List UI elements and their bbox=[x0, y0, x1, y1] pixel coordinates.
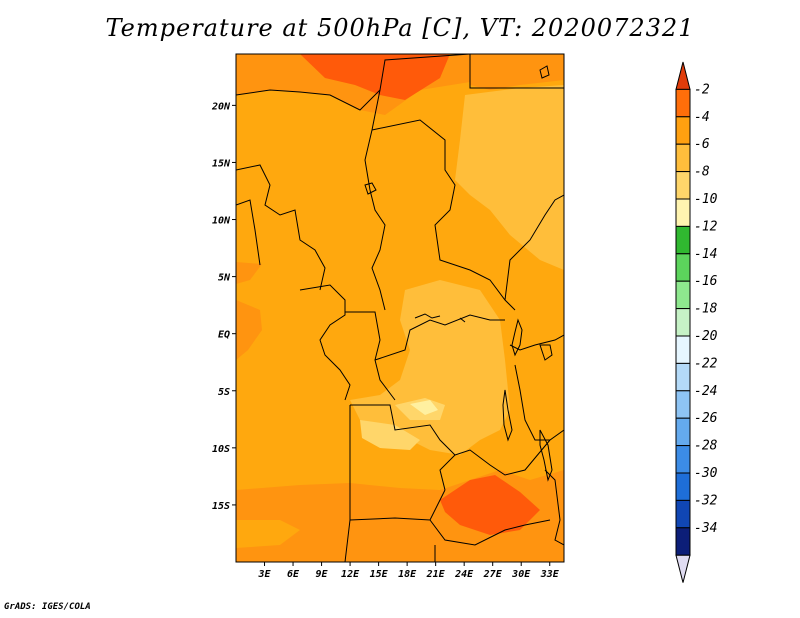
credit-text: GrADS: IGES/COLA bbox=[4, 602, 91, 612]
colorbar-label: -4 bbox=[694, 110, 710, 125]
colorbar-bottom-arrow bbox=[675, 554, 691, 583]
colorbar-swatch bbox=[675, 527, 691, 556]
colorbar-label: -34 bbox=[694, 521, 717, 536]
colorbar-label: -6 bbox=[694, 137, 710, 152]
lon-tick-label: 6E bbox=[287, 569, 300, 580]
colorbar-label: -26 bbox=[694, 411, 718, 426]
lon-tick-label: 15E bbox=[370, 569, 389, 580]
colorbar-label: -32 bbox=[694, 493, 718, 508]
colorbar-swatch bbox=[675, 225, 691, 255]
colorbar-swatch bbox=[675, 198, 691, 227]
longitude-ticks: 3E 6E 9E 12E 15E 18E 21E 24E 27E 30E 33E bbox=[257, 562, 560, 580]
lon-tick-label: 24E bbox=[454, 569, 474, 580]
temperature-field bbox=[236, 54, 564, 562]
colorbar-swatch bbox=[675, 116, 691, 145]
colorbar-swatch bbox=[675, 88, 691, 118]
colorbar-label: -24 bbox=[694, 384, 717, 399]
colorbar-label: -22 bbox=[694, 356, 718, 371]
lat-tick-label: 5N bbox=[218, 273, 231, 284]
lon-tick-label: 30E bbox=[511, 569, 531, 580]
latitude-ticks: 20N 15N 10N 5N EQ 5S 10S 15S bbox=[211, 101, 236, 512]
colorbar-label: -20 bbox=[694, 329, 718, 344]
lakes bbox=[364, 65, 553, 482]
colorbar-swatch bbox=[675, 417, 691, 447]
colorbar-swatch bbox=[675, 335, 691, 364]
colorbar-swatch bbox=[675, 499, 691, 529]
lon-tick-label: 21E bbox=[426, 569, 446, 580]
colorbar: -2 -4 -6 -8 -10 -12 -14 -16 -18 -20 -22 -24 -26 -28 -3… bbox=[675, 61, 718, 583]
colorbar-label: -16 bbox=[694, 274, 718, 289]
colorbar-label: -30 bbox=[694, 466, 718, 481]
lon-tick-label: 3E bbox=[257, 569, 271, 580]
colorbar-label: -12 bbox=[694, 219, 718, 234]
colorbar-label: -2 bbox=[694, 82, 710, 97]
colorbar-label: -10 bbox=[694, 192, 718, 207]
chart-title: Temperature at 500hPa [C], VT: 202007232… bbox=[105, 14, 695, 42]
colorbar-top-arrow bbox=[675, 61, 691, 90]
lat-tick-label: 10S bbox=[212, 444, 230, 455]
colorbar-label: -14 bbox=[694, 247, 717, 262]
lon-tick-label: 9E bbox=[316, 569, 329, 580]
colorbar-swatch bbox=[675, 390, 691, 419]
colorbar-swatch bbox=[675, 472, 691, 501]
country-borders bbox=[236, 54, 564, 562]
colorbar-label: -18 bbox=[694, 302, 718, 317]
colorbar-swatch bbox=[675, 445, 691, 474]
lon-tick-label: 27E bbox=[483, 569, 503, 580]
colorbar-swatch bbox=[675, 280, 691, 310]
lat-tick-label: 10N bbox=[212, 216, 231, 227]
lat-tick-label: 15N bbox=[212, 158, 231, 169]
colorbar-label: -28 bbox=[694, 439, 718, 454]
lon-tick-label: 33E bbox=[540, 569, 560, 580]
lat-tick-label: 15S bbox=[212, 501, 230, 512]
colorbar-swatch bbox=[675, 143, 691, 173]
colorbar-swatch bbox=[675, 171, 691, 200]
colorbar-swatch bbox=[675, 362, 691, 392]
colorbar-swatch bbox=[675, 308, 691, 337]
lon-tick-label: 12E bbox=[341, 569, 360, 580]
lat-tick-label: 5S bbox=[218, 387, 230, 398]
colorbar-label: -8 bbox=[694, 165, 710, 180]
lon-tick-label: 18E bbox=[398, 569, 417, 580]
lat-tick-label: 20N bbox=[211, 101, 231, 112]
map-frame bbox=[235, 53, 565, 563]
lat-tick-label: EQ bbox=[218, 330, 230, 341]
colorbar-swatch bbox=[675, 253, 691, 282]
